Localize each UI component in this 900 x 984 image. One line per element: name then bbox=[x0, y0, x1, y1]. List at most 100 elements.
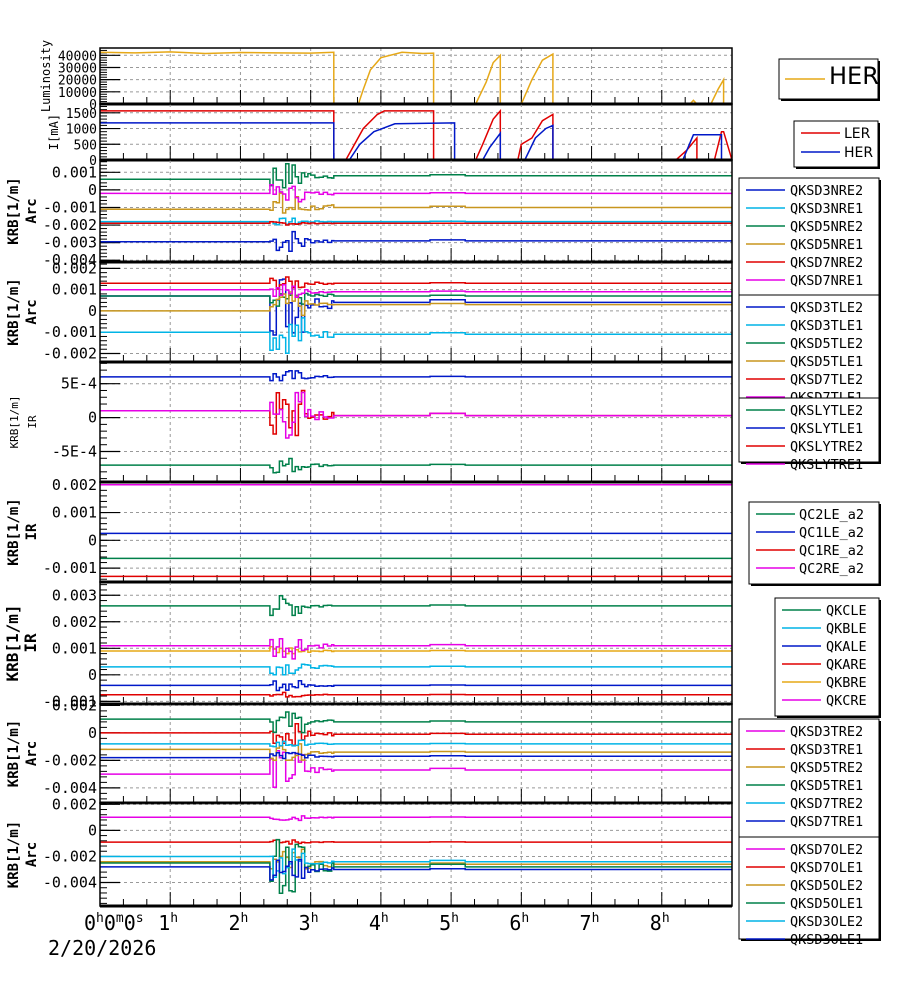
series-group bbox=[100, 594, 732, 698]
legend-entry-label: QKSD3NRE1 bbox=[790, 201, 863, 217]
series-line-qksd7ole2 bbox=[100, 815, 732, 822]
legend-arc-ole: QKSD7OLE2 QKSD7OLE1 QKSD5OLE2 QKSD5OLE1 QKSD… bbox=[738, 836, 881, 948]
panel-frame bbox=[99, 481, 733, 583]
y-axis-label: KRB[1/m] bbox=[8, 396, 21, 449]
legend-entry-label: QKSD7TRE1 bbox=[790, 814, 863, 830]
series-group bbox=[100, 51, 732, 104]
legend-box bbox=[738, 836, 880, 940]
legend-entry-label: QKSD3OLE2 bbox=[790, 914, 863, 930]
panel-frame bbox=[99, 47, 733, 105]
legend-entry-label: QKSLYTRE1 bbox=[790, 457, 863, 473]
legend-box bbox=[738, 294, 880, 403]
legend-entry-label: QKSLYTLE2 bbox=[790, 403, 863, 419]
series-group bbox=[100, 484, 732, 578]
y-tick-label: 500 bbox=[74, 138, 97, 153]
series-line-qksd7tre1 bbox=[100, 751, 732, 760]
legend-entry-label: QKSD5NRE2 bbox=[790, 219, 863, 235]
series-line-qksd7nre2 bbox=[100, 221, 732, 226]
legend-current: LER HER bbox=[793, 120, 880, 169]
series-line-qkslytre1 bbox=[100, 391, 732, 439]
x-tick-label: 5h bbox=[439, 911, 459, 935]
y-tick-label: 0.002 bbox=[52, 795, 97, 813]
y-tick-label: 0.002 bbox=[52, 696, 97, 714]
legend-entry-label: QKBLE bbox=[826, 621, 867, 637]
legend-arc-tre: QKSD3TRE2 QKSD3TRE1 QKSD5TRE2 QKSD5TRE1 QKSD… bbox=[738, 718, 881, 843]
x-tick-label-hour: 3 bbox=[299, 911, 311, 935]
legend-box bbox=[748, 501, 880, 585]
legend-luminosity: HER bbox=[778, 58, 880, 101]
x-tick-label-unit: h bbox=[311, 911, 319, 926]
series-line-qkslytle1 bbox=[100, 370, 732, 382]
series-line-qksd5tre1 bbox=[100, 711, 732, 734]
x-tick-label: 2h bbox=[228, 911, 248, 935]
y-tick-label: 0 bbox=[88, 302, 97, 320]
series-line-qksd3ole1 bbox=[100, 858, 732, 881]
legend-entry-label: QC2RE_a2 bbox=[799, 561, 864, 577]
legend-entry-label: QKSD5OLE2 bbox=[790, 878, 863, 894]
series-line-qkcle bbox=[100, 594, 732, 617]
legend-entry-label: QKSD3TLE2 bbox=[790, 300, 863, 316]
y-tick-label: -0.004 bbox=[43, 779, 97, 797]
x-tick-label-hour: 5 bbox=[439, 911, 451, 935]
legend-box bbox=[774, 597, 880, 717]
y-tick-label: -0.002 bbox=[43, 344, 97, 362]
y-axis-label: Arc bbox=[24, 198, 40, 223]
x-tick-label-part: m bbox=[116, 911, 124, 926]
legend-entry-label: QKALE bbox=[826, 639, 867, 655]
legend-entry-label: QKSD5TLE1 bbox=[790, 354, 863, 370]
y-tick-label: -0.001 bbox=[43, 559, 97, 577]
legend-box bbox=[738, 397, 880, 463]
legend-entry-label: QKCRE bbox=[826, 693, 867, 709]
legend-entry-label: QKSD5NRE1 bbox=[790, 237, 863, 253]
x-tick-label-unit: h bbox=[451, 911, 459, 926]
legend-entry-label: QKCLE bbox=[826, 603, 867, 619]
legend-entry-label: QC1LE_a2 bbox=[799, 525, 864, 541]
legend-entry-label: HER bbox=[829, 62, 879, 90]
y-axis-label: KRB[1/m] bbox=[6, 498, 22, 565]
legend-entry-label: QKSD5TRE2 bbox=[790, 760, 863, 776]
series-line-qkcre bbox=[100, 638, 732, 660]
y-tick-label: -5E-4 bbox=[52, 442, 97, 460]
y-tick-label: 0.001 bbox=[52, 639, 97, 657]
legend-entry-label: QC2LE_a2 bbox=[799, 507, 864, 523]
legend-entry-label: QKARE bbox=[826, 657, 867, 673]
legend-entry-label: QKSD3OLE1 bbox=[790, 932, 863, 948]
legend-entry-label: QKSD7OLE1 bbox=[790, 860, 863, 876]
y-tick-label: -0.001 bbox=[43, 692, 97, 710]
y-tick-label: 0 bbox=[88, 409, 97, 427]
series-line-qksd3nre2 bbox=[100, 230, 732, 253]
y-tick-label: -0.002 bbox=[43, 216, 97, 234]
y-axis-label: Arc bbox=[24, 741, 40, 766]
legend-entry-label: QKSD5TLE2 bbox=[790, 336, 863, 352]
legend-entry-label: HER bbox=[844, 145, 873, 161]
y-axis-label: KRB[1/m] bbox=[3, 604, 22, 681]
y-tick-label: 10000 bbox=[58, 86, 97, 101]
series-line-qksd5tre2 bbox=[100, 743, 732, 761]
y-tick-label: 0 bbox=[88, 181, 97, 199]
legend-entry-label: QKSD7TRE2 bbox=[790, 796, 863, 812]
y-axis-label: KRB[1/m] bbox=[6, 177, 22, 244]
series-line-qksd3tre1 bbox=[100, 722, 732, 746]
y-axis-label: Luminosity bbox=[39, 40, 53, 112]
series-line-qkale bbox=[100, 679, 732, 692]
y-tick-label: 30000 bbox=[58, 61, 97, 76]
series-line-qksd7ole1 bbox=[100, 838, 732, 845]
legend-arc-tle: QKSD3TLE2 QKSD3TLE1 QKSD5TLE2 QKSD5TLE1 QKSD… bbox=[738, 294, 881, 406]
legend-entry-label: LER bbox=[844, 126, 871, 142]
series-line-qkslytle2 bbox=[100, 457, 732, 474]
y-tick-label: 0 bbox=[88, 666, 97, 684]
series-line-qksd5nre2 bbox=[100, 163, 732, 189]
series-line-qksd3nre1 bbox=[100, 217, 732, 226]
panel-frame bbox=[99, 103, 733, 161]
y-axis-label: IR bbox=[26, 415, 39, 429]
legend-entry-label: QKSD5TRE1 bbox=[790, 778, 863, 794]
series-line-her bbox=[100, 51, 732, 104]
y-tick-label: -0.004 bbox=[43, 874, 97, 892]
x-tick-label-unit: h bbox=[240, 911, 248, 926]
panel-frame bbox=[99, 361, 733, 483]
